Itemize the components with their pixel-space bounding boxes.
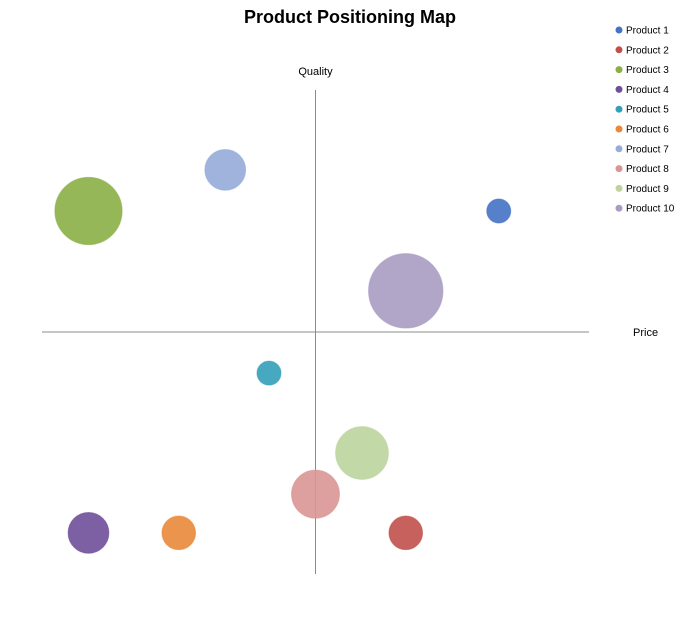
legend-label-5: Product 5 bbox=[626, 105, 669, 116]
legend-label-10: Product 10 bbox=[626, 204, 675, 215]
legend-marker-2 bbox=[615, 46, 623, 54]
bubble-3 bbox=[54, 176, 123, 246]
bubble-1 bbox=[486, 198, 512, 224]
legend-marker-8 bbox=[615, 165, 623, 173]
x-axis-label: Price bbox=[633, 327, 658, 339]
bubble-8 bbox=[291, 469, 340, 519]
bubble-2 bbox=[388, 515, 424, 551]
legend-label-8: Product 8 bbox=[626, 164, 669, 175]
legend-marker-7 bbox=[615, 145, 623, 153]
bubble-5 bbox=[256, 360, 282, 386]
legend-label-4: Product 4 bbox=[626, 85, 669, 96]
legend: Product 1 Product 2 Product 3 Product 4 Prod… bbox=[615, 26, 675, 215]
legend-label-9: Product 9 bbox=[626, 184, 669, 195]
legend-marker-3 bbox=[615, 66, 623, 74]
legend-label-3: Product 3 bbox=[626, 65, 669, 76]
bubble-4 bbox=[67, 511, 110, 554]
bubble-10 bbox=[368, 253, 444, 329]
legend-label-7: Product 7 bbox=[626, 144, 669, 155]
chart-title: Product Positioning Map bbox=[244, 7, 456, 27]
bubble-9 bbox=[335, 426, 389, 480]
legend-marker-4 bbox=[615, 85, 623, 93]
legend-label-2: Product 2 bbox=[626, 45, 669, 56]
legend-marker-5 bbox=[615, 105, 623, 113]
legend-marker-6 bbox=[615, 125, 623, 133]
legend-marker-10 bbox=[615, 204, 623, 212]
legend-marker-1 bbox=[615, 26, 623, 34]
bubbles bbox=[54, 148, 512, 554]
legend-label-6: Product 6 bbox=[626, 125, 669, 136]
bubble-7 bbox=[204, 148, 247, 191]
y-axis-label: Quality bbox=[298, 66, 333, 78]
legend-marker-9 bbox=[615, 184, 623, 192]
legend-label-1: Product 1 bbox=[626, 26, 669, 37]
axes: Price Quality bbox=[42, 66, 658, 574]
bubble-6 bbox=[161, 515, 197, 551]
